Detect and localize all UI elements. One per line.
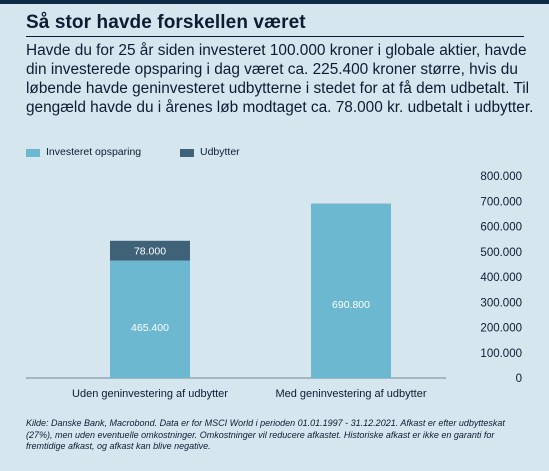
bar-data-label: 78.000	[134, 246, 166, 258]
bar-segment	[110, 260, 190, 378]
source-footnote: Kilde: Danske Bank, Macrobond. Data er f…	[26, 418, 505, 452]
chart-title: Så stor havde forskellen været	[26, 12, 306, 33]
legend-swatch-invested	[26, 149, 40, 157]
intro-text: Havde du for 25 år siden investeret 100.…	[26, 42, 534, 116]
y-tick-label: 500.000	[480, 247, 522, 259]
bar-chart: 0 100.000 200.000 300.000 400.000 500.000 600.…	[26, 171, 522, 400]
y-tick-label: 600.000	[480, 222, 522, 234]
bar-segment	[311, 203, 391, 378]
y-tick-label: 400.000	[480, 272, 522, 284]
title-divider	[26, 36, 524, 37]
y-tick-label: 0	[516, 373, 522, 385]
top-accent-bar	[0, 0, 549, 4]
legend-label-invested: Investeret opsparing	[46, 146, 142, 158]
y-tick-label: 800.000	[480, 171, 522, 183]
y-tick-label: 200.000	[480, 323, 522, 335]
y-tick-label: 300.000	[480, 297, 522, 309]
y-tick-label: 100.000	[480, 348, 522, 360]
bar-segment	[110, 240, 190, 261]
legend-label-dividends: Udbytter	[200, 146, 240, 158]
bar-data-label: 465.400	[131, 322, 169, 334]
x-category-label: Uden geninvestering af udbytter	[72, 388, 228, 400]
bar-data-label: 690.800	[332, 299, 370, 311]
y-tick-label: 700.000	[480, 196, 522, 208]
legend-swatch-dividends	[180, 149, 194, 157]
x-category-label: Med geninvestering af udbytter	[275, 388, 426, 400]
